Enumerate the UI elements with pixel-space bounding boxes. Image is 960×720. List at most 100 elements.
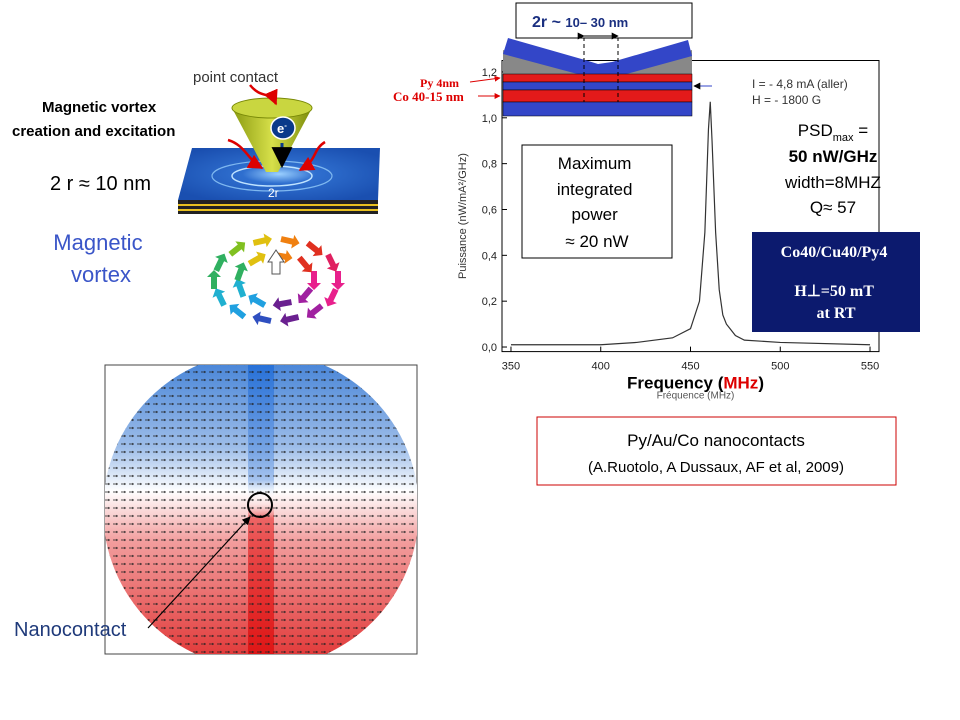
y-tick-label: 0,0 [482,342,497,354]
power-box [521,144,673,259]
reference-title: Py/Au/Co nanocontacts [627,431,805,450]
radius-small: 2r [268,186,279,200]
gap-prefix: 2r ~ [532,14,565,31]
vortex-label: Magnetic vortex [53,230,148,287]
vortex-arrow [207,270,221,289]
y-tick-label: 0,4 [482,250,497,262]
stack-box [752,232,920,332]
gap-range: 10– 30 nm [565,15,628,30]
x-axis-label: Frequency (MHz) [627,374,764,393]
vortex-arrow [306,303,324,319]
vortex-arrow [325,253,340,272]
x-tick-label: 500 [771,361,789,373]
disk-arrows [105,365,417,654]
y-tick-label: 0,2 [482,296,497,308]
contact [503,38,585,76]
x-axis-label-part: MHz [723,374,758,393]
vortex-arrow [247,251,266,267]
reference-citation: (A.Ruotolo, A Dussaux, AF et al, 2009) [588,459,844,476]
line: Magnetic vortex [42,99,157,116]
vortex-arrow [213,253,228,273]
vortex-arrow [212,288,227,307]
vortex-arrow [272,297,292,312]
line: Co40/Cu40/Py4 [781,244,888,261]
line: at RT [817,305,856,322]
gap-box [515,2,693,39]
x-axis-label-part: Frequency ( [627,374,724,393]
gap-label: 2r ~ 10– 30 nm [532,14,628,31]
line: vortex [71,262,131,287]
vortex-creation: Magnetic vortex creation and excitation [12,99,175,140]
reference-box [536,416,897,486]
vortex-arrow [248,293,267,308]
x-tick-label: 450 [681,361,699,373]
psd-value: 50 nW/GHz [789,147,878,166]
radius-note: 2 r ≈ 10 nm [50,173,151,195]
annotation: H = - 1800 G [752,93,821,107]
core-arrow [267,249,285,275]
cone-top [231,97,313,119]
slab [178,148,380,200]
vortex-arrows [207,233,345,327]
substrate [502,101,693,117]
x-axis-label-part: ) [758,374,764,393]
psd-label: PSDmax = [798,121,868,144]
x-axis-label-small: Fréquence (MHz) [657,391,735,402]
electron-text: e [277,121,284,136]
line: integrated [557,180,633,199]
vortex-arrow [252,311,272,326]
nanocontact-label: Nanocontact [14,619,127,641]
y-axis-label: Puissance (nW/mA²/GHz) [457,153,469,279]
contact [585,60,612,78]
electron [270,116,296,140]
line: H⊥=50 mT [794,283,874,300]
arrow [227,138,264,170]
vortex-arrow [297,286,314,304]
line: creation and excitation [12,123,175,140]
layer-py [502,73,693,83]
arrow [147,516,251,629]
line: power [571,205,618,224]
q-factor: Q≈ 57 [810,198,856,217]
chart: 350 400 450 500 550 0,0 0,2 0,4 0,6 0,8 1,0 1,2 Freq… [457,60,880,402]
vortex-arrow [234,262,248,282]
psd-eq: = [854,121,869,140]
y-tick-label: 0,8 [482,159,497,171]
vortex-arrow [307,271,321,290]
arrow [249,84,278,106]
vortex-arrow [280,234,300,249]
stack-text: Co40/Cu40/Py4 H⊥=50 mT at RT [781,244,892,322]
y-tick-label: 1,2 [482,67,497,79]
electron-label: e- [277,121,287,136]
electron-sup: - [284,121,287,130]
power-text: Maximum integrated power ≈ 20 nW [557,154,637,251]
vortex-arrow [331,271,345,290]
x-tick-label: 350 [502,361,520,373]
vortex-arrow [232,278,247,298]
contact [612,40,692,78]
width: width=8MHZ [784,173,881,192]
vortex-arrow [324,287,339,307]
label: point contact [193,69,279,86]
vortex-arrow [305,240,323,257]
vortex-arrow [252,233,272,248]
substrate [178,200,378,214]
disk [105,365,417,654]
layer-co [502,89,693,103]
line: Magnetic [53,230,142,255]
layer-cu [502,81,693,91]
layer-label: Py 4nm [420,76,459,90]
line: Maximum [558,154,632,173]
contact-ring [247,492,273,518]
y-tick-label: 0,6 [482,204,497,216]
x-tick-label: 550 [861,361,879,373]
psd: PSD [798,121,833,140]
vortex-arrow [228,241,246,257]
arrow [469,75,501,83]
line: ≈ 20 nW [565,232,628,251]
vortex-arrow [229,303,247,320]
vortex-arrow [297,255,313,273]
vortex-arrow [280,312,300,327]
layer-label: Co 40-15 nm [393,89,464,104]
